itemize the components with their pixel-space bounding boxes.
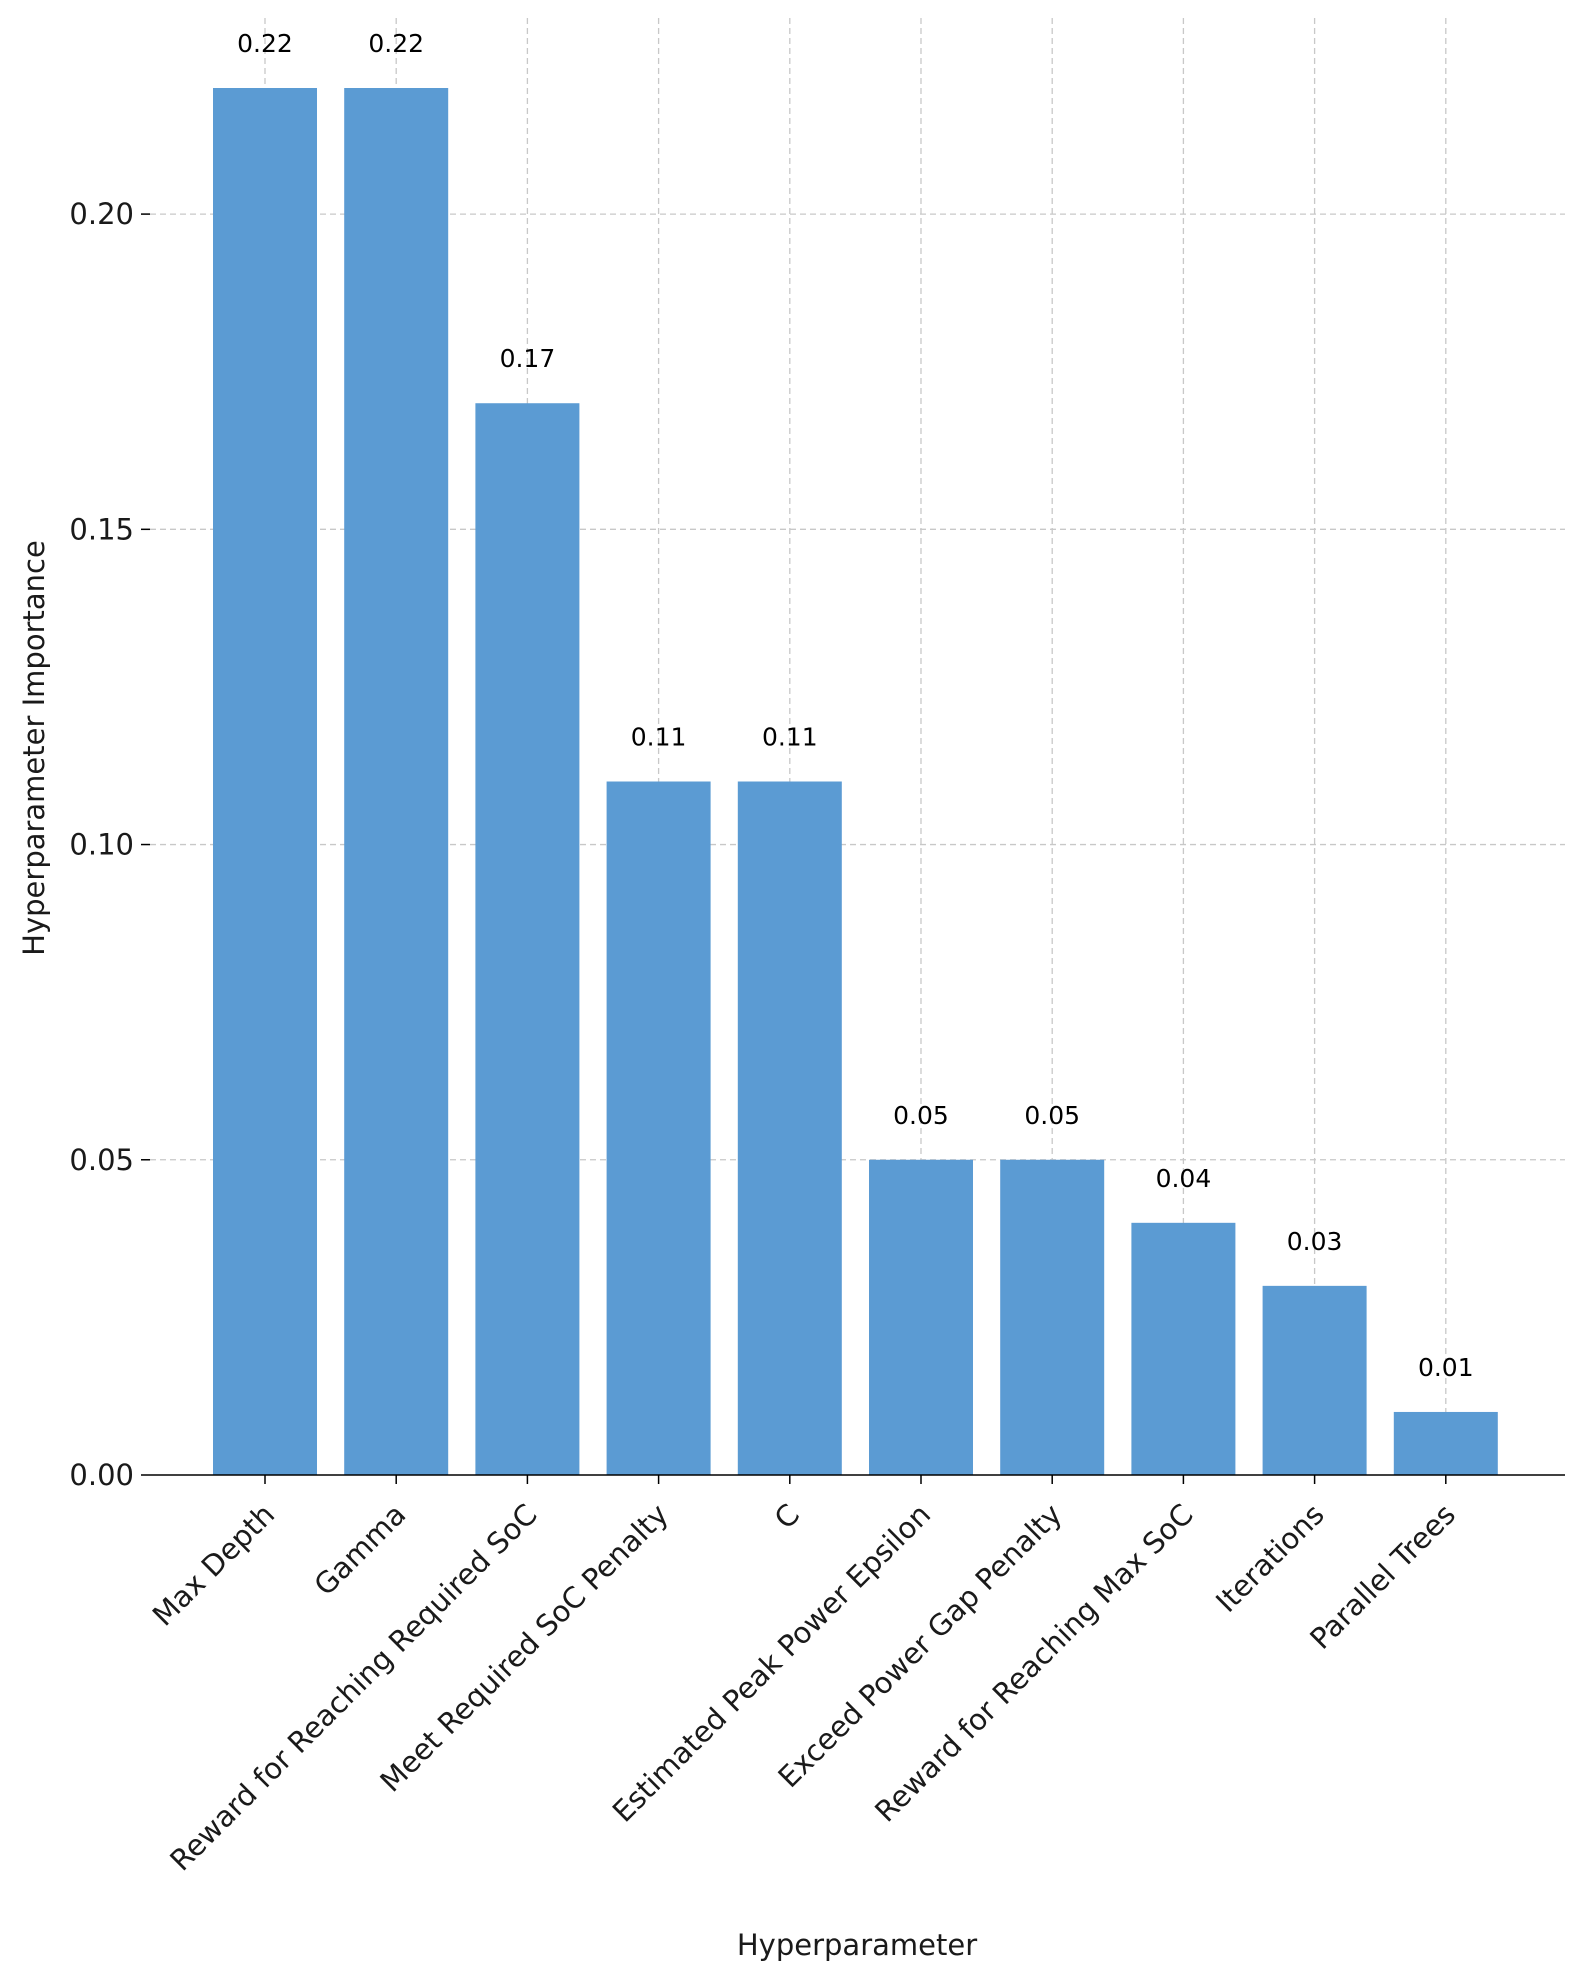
x-tick-label: Iterations [1209,1497,1331,1619]
bar-value-label: 0.11 [631,723,687,752]
x-tick-label: Meet Required SoC Penalty [373,1497,674,1798]
x-tick-label: Gamma [307,1497,412,1602]
bar [606,781,711,1475]
bar [1393,1411,1498,1475]
bar [1131,1222,1236,1475]
y-tick-label: 0.20 [69,197,134,231]
data-labels: 0.22 0.22 0.17 0.11 0.11 0.05 0.05 0.04 0.03 0.01 [237,29,1473,1382]
bar-value-label: 0.01 [1418,1353,1474,1382]
y-tick-label: 0.00 [69,1458,134,1492]
bar [475,403,580,1475]
bar-value-label: 0.11 [762,723,818,752]
bars [213,88,1498,1475]
y-tick-label: 0.05 [69,1143,134,1177]
bar-value-label: 0.05 [1024,1101,1080,1130]
y-tick-label: 0.15 [69,512,134,546]
x-tick-label: Max Depth [146,1497,281,1632]
bar-value-label: 0.22 [368,29,424,58]
bar-value-label: 0.22 [237,29,293,58]
bar-value-label: 0.03 [1287,1227,1343,1256]
bar [344,88,449,1475]
x-tick-label: C [768,1497,806,1535]
y-tick-label: 0.10 [69,828,134,862]
bar [1262,1285,1367,1475]
y-axis-title: Hyperparameter Importance [17,540,51,956]
bar-value-label: 0.17 [500,344,556,373]
y-axis-ticks: 0.00 0.05 0.10 0.15 0.20 [69,197,150,1492]
bar [737,781,842,1475]
x-axis-title: Hyperparameter [737,1928,977,1962]
bar-value-label: 0.04 [1156,1164,1212,1193]
x-tick-label: Exceed Power Gap Penalty [771,1497,1068,1794]
bar-value-label: 0.05 [893,1101,949,1130]
bar [213,88,317,1475]
bar [1000,1159,1105,1475]
bar [869,1159,973,1475]
